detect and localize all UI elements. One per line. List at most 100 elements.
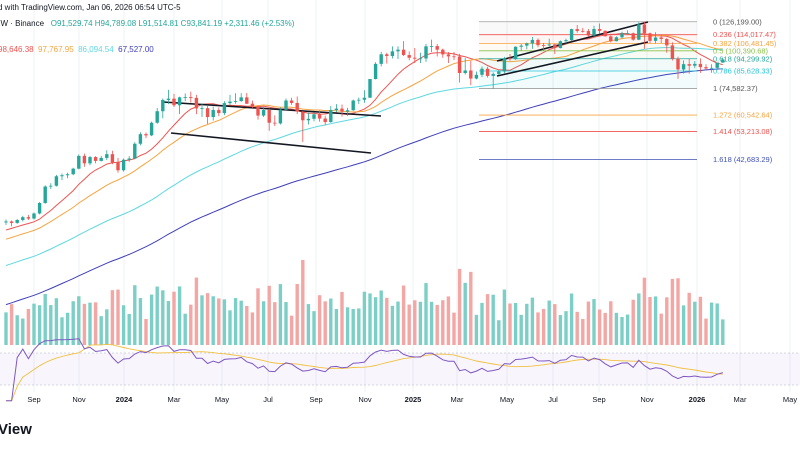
candle-body (659, 37, 663, 39)
volume-bar (474, 314, 479, 345)
volume-bar (228, 310, 232, 345)
volume-bar (77, 296, 81, 345)
volume-bar (144, 318, 148, 345)
candle-body (26, 217, 31, 219)
volume-bar (424, 283, 428, 345)
candle-body (373, 63, 378, 80)
time-axis-label: Jul (263, 395, 273, 404)
candle-body (189, 96, 193, 98)
time-axis-label: Mar (451, 395, 464, 404)
fib-zone (479, 71, 697, 89)
volume-bar (138, 298, 143, 345)
candle-body (637, 24, 641, 40)
candle-body (457, 56, 462, 74)
candle-body (592, 29, 596, 36)
candle-body (530, 39, 535, 44)
time-axis-label: Mar (168, 395, 181, 404)
volume-bar (614, 312, 619, 345)
volume-bar (648, 296, 652, 345)
volume-bar (592, 299, 596, 345)
volume-bar (485, 294, 490, 345)
candle-body (497, 71, 501, 74)
candle-body (575, 29, 579, 31)
candle-body (15, 220, 19, 223)
volume-bar (345, 307, 350, 345)
volume-bar (569, 293, 574, 345)
volume-bar (418, 301, 423, 345)
trendlines[interactable] (162, 21, 649, 154)
fibonacci-retracement[interactable]: 0 (126,199.00) 0.236 (114,017.47)0.382 (1… (479, 17, 777, 164)
volume-bar (317, 295, 322, 345)
volume-bar (200, 295, 204, 345)
candle-body (133, 143, 137, 159)
volume-bar (670, 278, 675, 345)
volume-bar (306, 304, 311, 345)
volume-bar (558, 315, 563, 345)
volume-bar (698, 296, 703, 345)
candle-body (469, 70, 473, 79)
volume-bar (586, 301, 591, 345)
volume-bar (245, 305, 249, 345)
candle-body (239, 97, 243, 102)
high-value: 94,789.08 (100, 19, 137, 28)
volume-bar (183, 313, 187, 345)
candle-body (295, 102, 299, 112)
volume-bar (564, 311, 568, 345)
candle-body (88, 157, 92, 164)
volume-bar (704, 318, 708, 345)
candle-body (603, 30, 607, 37)
volume-bar (21, 318, 25, 345)
candle-body (166, 98, 171, 100)
candle-body (317, 114, 322, 119)
candle-body (306, 118, 311, 121)
volume-bar (536, 312, 540, 345)
volume-bar (65, 312, 70, 345)
candle-body (43, 186, 47, 203)
candle-body (9, 221, 14, 223)
candle-body (32, 213, 36, 219)
candle-body (698, 63, 703, 68)
volume-bar (435, 304, 439, 345)
volume-bar (693, 301, 697, 345)
volume-bar (149, 294, 154, 345)
fib-level-label: 0.618 (94,299.92) (713, 54, 773, 63)
fib-zone (479, 34, 697, 44)
candle-body (228, 101, 232, 104)
candle-body (452, 56, 456, 58)
volume-bar (519, 314, 523, 345)
candle-body (362, 97, 367, 100)
volume-bar (452, 312, 456, 345)
fib-level-label: 0.236 (114,017.47) (713, 30, 776, 39)
volume-bar (205, 293, 210, 345)
candle-body (653, 37, 658, 41)
candle-body (284, 100, 288, 110)
volume-bar (295, 283, 299, 345)
candle-body (586, 31, 591, 36)
candle-body (536, 39, 540, 46)
candle-body (116, 162, 120, 171)
volume-bar (133, 285, 137, 345)
candle-body (609, 36, 613, 42)
candle-body (435, 46, 439, 50)
volume-bar (289, 315, 294, 345)
ma-legend: 98,646.38 97,767.95 86,094.54 67,527.00 (0, 45, 154, 54)
candle-body (525, 43, 529, 46)
candle-body (424, 46, 428, 59)
volume-bar (334, 308, 339, 345)
volume-bar (541, 308, 546, 345)
candle-body (93, 157, 98, 161)
volume-bar (457, 268, 462, 345)
volume-bar (665, 297, 669, 345)
ma-line-2 (5, 34, 723, 240)
volume-bar (88, 302, 92, 345)
volume-bar (620, 316, 624, 345)
ma-value-1: 98,646.38 (0, 45, 34, 54)
candle-body (138, 134, 143, 144)
volume-bar (110, 290, 115, 345)
time-axis-label: Nov (358, 395, 372, 404)
volume-bar (401, 285, 406, 345)
candle-body (418, 58, 423, 60)
volume-bar (681, 305, 686, 345)
